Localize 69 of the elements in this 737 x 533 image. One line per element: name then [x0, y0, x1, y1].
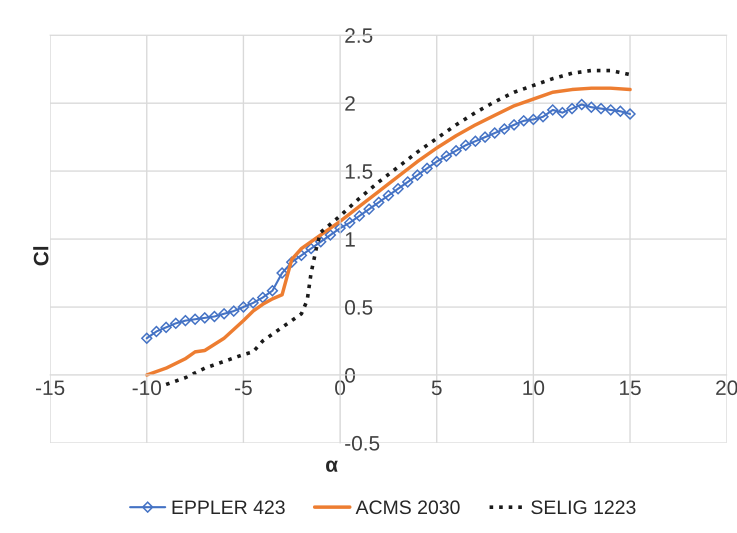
point — [440, 150, 452, 162]
x-tick-label: 0 — [335, 380, 346, 396]
point — [266, 285, 278, 296]
point — [460, 140, 472, 151]
point — [605, 104, 616, 116]
point — [334, 222, 346, 234]
point — [595, 102, 607, 114]
y-axis-title: Cl — [33, 246, 48, 266]
point — [508, 119, 520, 131]
point — [528, 114, 540, 126]
point — [199, 312, 210, 324]
x-tick-label: 5 — [432, 380, 442, 396]
point — [141, 332, 152, 344]
point — [498, 123, 510, 135]
point — [402, 176, 414, 188]
legend-label: EPPLER 423 — [172, 500, 285, 514]
point — [479, 131, 491, 143]
point — [247, 297, 259, 309]
point — [470, 136, 482, 147]
y-tick-label: 1 — [346, 232, 355, 247]
point — [238, 301, 250, 313]
point — [450, 145, 462, 156]
point — [218, 308, 230, 320]
point — [189, 314, 201, 325]
x-tick-label: 10 — [523, 380, 544, 396]
x-tick-label: -10 — [132, 380, 162, 396]
y-tick-label: 0.5 — [345, 300, 372, 315]
point — [547, 104, 558, 116]
y-tick-label: 1.5 — [346, 164, 372, 179]
point — [160, 322, 172, 334]
y-tick-label: 2 — [345, 96, 355, 111]
x-tick-label: -5 — [235, 380, 252, 396]
x-tick-label: -15 — [36, 380, 64, 396]
point — [315, 236, 326, 248]
point — [421, 162, 433, 174]
point — [208, 310, 220, 322]
x-axis-title: α — [326, 460, 338, 472]
point — [586, 102, 598, 113]
point — [324, 229, 336, 241]
point — [257, 292, 268, 304]
point — [431, 156, 442, 168]
point — [537, 111, 549, 122]
point — [412, 169, 424, 181]
point — [566, 102, 578, 114]
point — [382, 190, 394, 202]
point — [170, 318, 182, 329]
point — [624, 108, 636, 120]
y-tick-label: 2.5 — [345, 28, 372, 43]
point — [614, 106, 626, 117]
point — [286, 256, 298, 268]
point — [180, 314, 192, 326]
point — [228, 305, 240, 317]
x-tick-label: 15 — [620, 380, 641, 396]
point — [373, 196, 384, 208]
point — [518, 115, 530, 126]
point — [576, 98, 588, 110]
point — [392, 183, 404, 194]
legend-label: SELIG 1223 — [531, 500, 636, 514]
x-tick-label: 20 — [716, 380, 737, 396]
point — [489, 127, 500, 139]
point — [363, 203, 375, 215]
point — [276, 267, 288, 279]
y-tick-label: -0.5 — [345, 436, 380, 451]
point — [305, 242, 317, 254]
point — [354, 210, 366, 222]
point — [344, 217, 356, 228]
point — [556, 106, 568, 118]
legend-label: ACMS 2030 — [356, 500, 460, 514]
point — [150, 326, 162, 338]
